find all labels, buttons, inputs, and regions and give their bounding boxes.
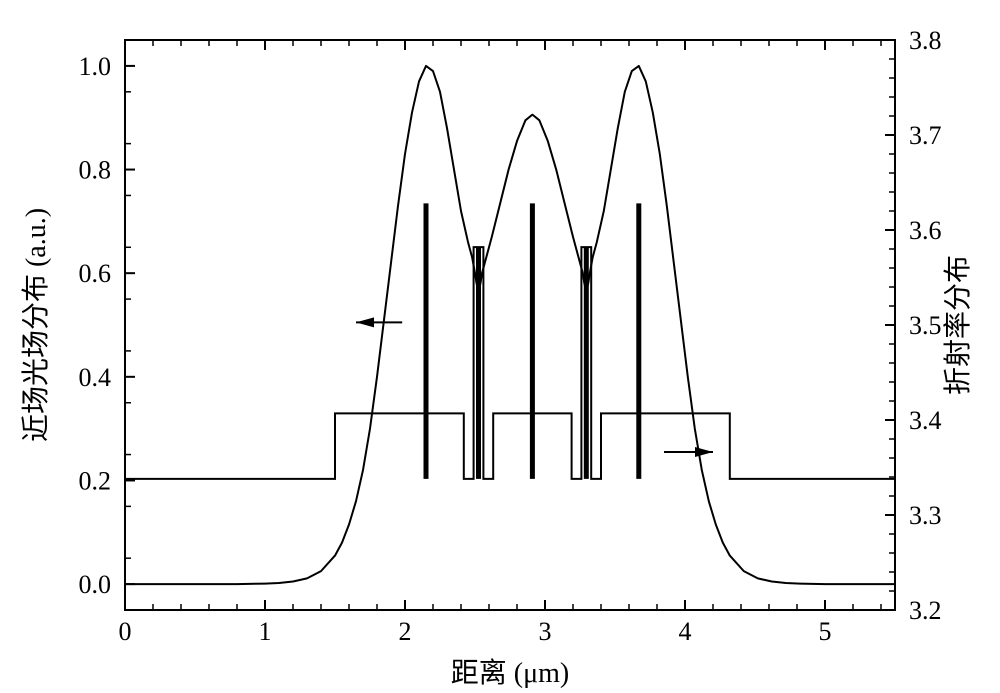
svg-text:1: 1	[259, 617, 272, 646]
svg-text:3.3: 3.3	[909, 501, 942, 530]
svg-text:3: 3	[539, 617, 552, 646]
svg-text:1.0: 1.0	[79, 52, 112, 81]
svg-text:0.0: 0.0	[79, 570, 112, 599]
svg-text:3.7: 3.7	[909, 121, 942, 150]
svg-text:3.2: 3.2	[909, 596, 942, 625]
svg-text:0.2: 0.2	[79, 466, 112, 495]
svg-text:近场光场分布 (a.u.): 近场光场分布 (a.u.)	[20, 208, 52, 442]
svg-text:3.8: 3.8	[909, 26, 942, 55]
svg-text:距离 (μm): 距离 (μm)	[451, 657, 569, 689]
svg-text:3.5: 3.5	[909, 311, 942, 340]
svg-text:4: 4	[679, 617, 692, 646]
svg-text:0.8: 0.8	[79, 156, 112, 185]
svg-text:2: 2	[399, 617, 412, 646]
svg-text:0.6: 0.6	[79, 259, 112, 288]
dual-axis-chart: 0 1 2 3 4 5 距离 (μm) 0.0 0.2 0.4 0.6 0.8 1.0 近场光场分布 (a…	[0, 0, 1000, 693]
svg-text:3.6: 3.6	[909, 216, 942, 245]
svg-text:3.4: 3.4	[909, 406, 942, 435]
chart-svg: 0 1 2 3 4 5 距离 (μm) 0.0 0.2 0.4 0.6 0.8 1.0 近场光场分布 (a…	[0, 0, 1000, 693]
svg-text:5: 5	[819, 617, 832, 646]
svg-text:折射率分布: 折射率分布	[942, 255, 974, 395]
svg-text:0.4: 0.4	[79, 363, 112, 392]
svg-text:0: 0	[119, 617, 132, 646]
